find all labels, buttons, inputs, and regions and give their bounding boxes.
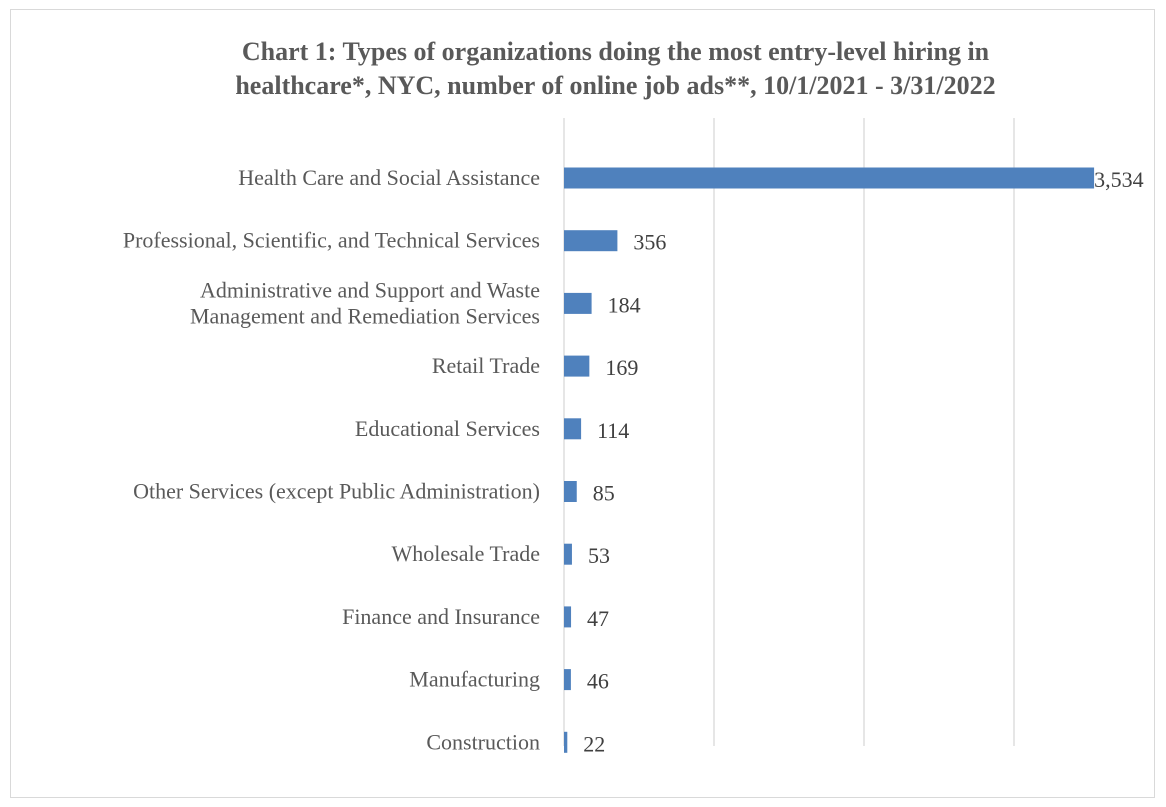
bar: [564, 606, 572, 628]
data-label: 3,534: [1094, 167, 1144, 192]
data-label: 356: [633, 230, 666, 255]
chart-title-line-1: Chart 1: Types of organizations doing th…: [241, 37, 990, 66]
data-label: 22: [583, 731, 605, 756]
bar: [564, 731, 568, 753]
category-labels: Health Care and Social Assistance Profess…: [123, 165, 540, 754]
category-label: Professional, Scientific, and Technical …: [123, 228, 540, 253]
chart-area: [10, 9, 1155, 798]
category-label: Manufacturing: [409, 667, 540, 692]
category-label: Finance and Insurance: [342, 604, 540, 629]
data-label: 114: [597, 418, 629, 443]
bar: [564, 230, 618, 252]
chart-title-line-2: healthcare*, NYC, number of online job a…: [235, 71, 996, 100]
bar: [564, 669, 571, 691]
category-label: Retail Trade: [432, 353, 540, 378]
category-label: Other Services (except Public Administra…: [133, 479, 540, 504]
bar: [564, 292, 592, 314]
data-label: 47: [587, 606, 609, 631]
bar: [564, 418, 582, 440]
bar: [564, 355, 590, 377]
category-label: Management and Remediation Services: [190, 303, 540, 328]
data-label: 85: [593, 481, 615, 506]
data-label: 169: [605, 355, 638, 380]
bars: [564, 167, 1095, 753]
chart-title: Chart 1: Types of organizations doing th…: [0, 35, 1166, 103]
bar: [564, 167, 1095, 189]
category-label: Health Care and Social Assistance: [238, 165, 540, 190]
bar: [564, 543, 572, 565]
data-label: 46: [587, 669, 609, 694]
category-label: Construction: [426, 729, 540, 754]
category-label: Administrative and Support and Waste: [200, 277, 540, 302]
category-label: Wholesale Trade: [392, 541, 540, 566]
gridlines: [563, 118, 1015, 746]
data-label: 184: [608, 292, 641, 317]
data-label: 53: [588, 543, 610, 568]
value-labels: 3,534 356 184 169 114 85 53 47 46 22: [583, 167, 1143, 756]
category-label: Educational Services: [355, 416, 540, 441]
bar: [564, 481, 577, 502]
